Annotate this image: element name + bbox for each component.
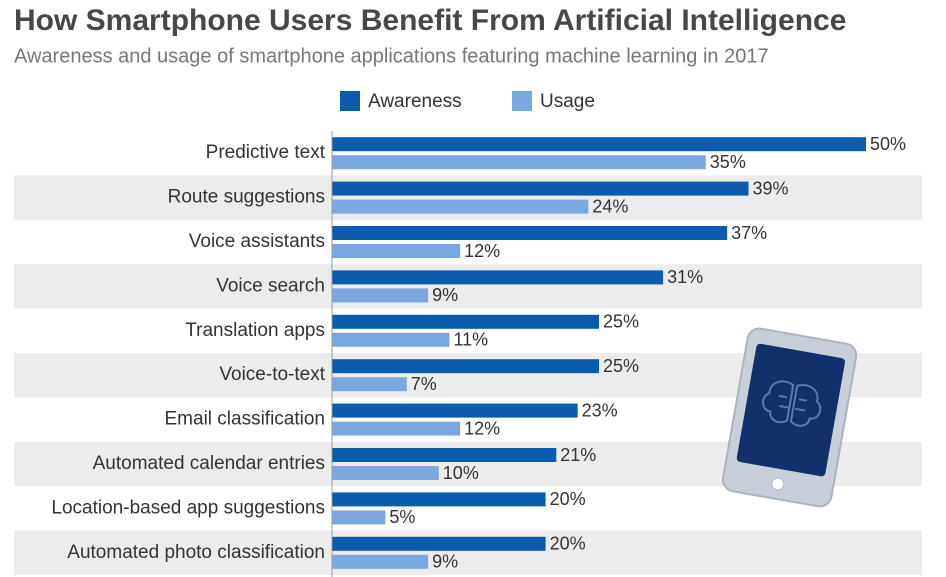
value-label: 23%: [582, 400, 618, 420]
y-tick-label: Voice assistants: [189, 231, 325, 252]
bar: [332, 359, 599, 374]
y-tick-label: Translation apps: [185, 320, 325, 341]
value-label: 9%: [432, 285, 458, 305]
value-label: 9%: [432, 552, 458, 572]
value-label: 21%: [560, 445, 596, 465]
bar: [332, 492, 546, 507]
y-tick-label: Location-based app suggestions: [51, 497, 325, 518]
value-label: 20%: [550, 534, 586, 554]
bar: [332, 244, 461, 258]
y-tick-label: Automated photo classification: [67, 542, 325, 563]
y-tick-label: Voice-to-text: [219, 364, 325, 385]
bar: [332, 403, 578, 418]
bar: [332, 510, 386, 525]
value-label: 5%: [389, 507, 415, 527]
bar: [332, 466, 439, 480]
value-label: 35%: [710, 152, 746, 172]
value-label: 50%: [870, 134, 906, 154]
value-label: 25%: [603, 312, 639, 332]
bar: [332, 181, 749, 196]
y-tick-label: Predictive text: [206, 142, 326, 163]
legend-label: Usage: [540, 91, 595, 112]
bar: [332, 270, 664, 285]
chart-subtitle: Awareness and usage of smartphone applic…: [14, 45, 769, 67]
bar: [332, 332, 450, 347]
bar: [332, 314, 599, 329]
bar: [332, 288, 429, 303]
value-label: 12%: [464, 418, 500, 438]
bar: [332, 137, 866, 152]
bar: [332, 226, 728, 240]
bar: [332, 536, 546, 551]
value-label: 37%: [731, 223, 767, 243]
bar: [332, 554, 429, 569]
bar: [332, 377, 407, 392]
y-tick-label: Email classification: [165, 409, 326, 430]
phone-illustration: [721, 327, 858, 508]
legend-swatch: [512, 91, 532, 111]
value-label: 12%: [464, 241, 500, 261]
y-tick-label: Automated calendar entries: [93, 453, 325, 474]
value-label: 11%: [453, 330, 488, 350]
value-label: 24%: [592, 196, 628, 216]
value-label: 20%: [550, 489, 586, 509]
y-tick-label: Voice search: [216, 275, 325, 296]
bar: [332, 199, 589, 214]
value-label: 39%: [753, 178, 789, 198]
value-label: 31%: [667, 267, 703, 287]
value-label: 25%: [603, 356, 639, 376]
chart-title: How Smartphone Users Benefit From Artifi…: [14, 4, 846, 37]
value-label: 10%: [443, 463, 479, 483]
legend-label: Awareness: [368, 91, 462, 112]
y-tick-label: Route suggestions: [168, 187, 325, 208]
bar: [332, 448, 557, 462]
value-label: 7%: [411, 374, 437, 394]
bar: [332, 155, 706, 170]
bar: [332, 421, 461, 436]
legend-swatch: [340, 91, 360, 111]
